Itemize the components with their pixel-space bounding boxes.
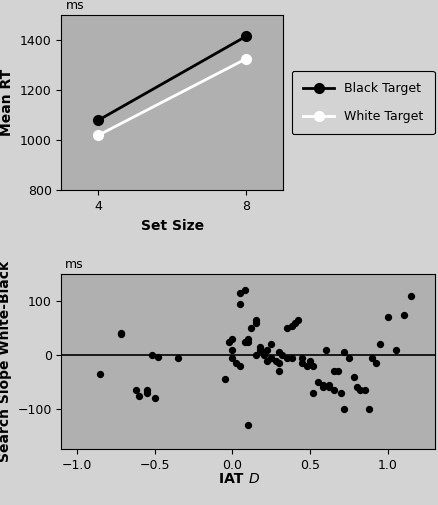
Point <box>229 354 236 362</box>
Point <box>256 346 263 354</box>
Point <box>293 316 300 324</box>
Point <box>321 346 328 354</box>
Point <box>329 367 336 375</box>
Point <box>117 328 124 336</box>
Point <box>263 357 270 365</box>
Point <box>290 319 297 327</box>
Point <box>275 367 282 375</box>
Line: Black Target: Black Target <box>93 31 250 125</box>
Point <box>263 346 270 354</box>
Point <box>259 348 266 357</box>
Text: $\mathit{D}$: $\mathit{D}$ <box>247 472 259 486</box>
Point <box>309 362 316 370</box>
Point <box>132 386 139 394</box>
Point <box>151 394 158 402</box>
Point <box>221 375 228 383</box>
Point <box>241 338 248 346</box>
Point <box>174 354 181 362</box>
White Target <box>95 132 101 138</box>
Point <box>252 316 259 324</box>
Point <box>252 351 259 359</box>
Point <box>229 335 236 343</box>
Point <box>229 346 236 354</box>
Point <box>256 343 263 351</box>
Point <box>232 359 239 367</box>
Point <box>283 324 290 332</box>
Point <box>244 421 251 429</box>
Point <box>278 351 285 359</box>
Point <box>334 367 341 375</box>
Point <box>365 405 372 413</box>
Point <box>407 292 414 300</box>
Point <box>244 338 251 346</box>
Point <box>360 386 367 394</box>
Point <box>391 346 398 354</box>
Point <box>236 289 243 297</box>
Point <box>325 381 332 389</box>
Point <box>259 351 266 359</box>
Black Target <box>95 117 101 123</box>
Point <box>376 340 383 348</box>
Point <box>267 354 274 362</box>
Black Target <box>243 33 248 39</box>
Point <box>340 405 347 413</box>
Point <box>314 378 321 386</box>
Point <box>309 389 316 397</box>
Point <box>384 314 391 322</box>
Point <box>236 300 243 308</box>
Point <box>329 386 336 394</box>
White Target <box>243 56 248 62</box>
Point <box>267 354 274 362</box>
Point <box>337 389 344 397</box>
Point <box>399 311 406 319</box>
Point <box>318 383 325 391</box>
Point <box>298 354 305 362</box>
Text: ms: ms <box>66 0 85 12</box>
Point <box>353 383 360 391</box>
Y-axis label: Mean RT: Mean RT <box>0 69 14 136</box>
Point <box>272 357 279 365</box>
Y-axis label: Search Slope White-Black: Search Slope White-Black <box>0 261 12 463</box>
X-axis label: Set Size: Set Size <box>140 219 203 232</box>
Point <box>97 370 104 378</box>
Line: White Target: White Target <box>93 54 250 140</box>
Point <box>117 330 124 338</box>
Point <box>226 338 233 346</box>
Point <box>306 357 313 365</box>
Point <box>325 383 332 391</box>
Point <box>154 352 161 361</box>
Point <box>371 359 378 367</box>
Text: IAT: IAT <box>218 472 247 486</box>
Point <box>143 389 150 397</box>
Point <box>303 362 310 370</box>
Legend: Black Target, White Target: Black Target, White Target <box>291 71 434 134</box>
Point <box>350 373 357 381</box>
Point <box>148 351 155 359</box>
Point <box>287 322 294 330</box>
Point <box>244 335 251 343</box>
Point <box>236 362 243 370</box>
Point <box>287 354 294 362</box>
Point <box>340 348 347 357</box>
Point <box>135 391 142 399</box>
Point <box>283 354 290 362</box>
Point <box>275 348 282 357</box>
Text: ms: ms <box>65 258 84 271</box>
Point <box>267 340 274 348</box>
Point <box>143 386 150 394</box>
Point <box>252 319 259 327</box>
Point <box>356 386 363 394</box>
Point <box>298 359 305 367</box>
Point <box>275 359 282 367</box>
Point <box>247 324 254 332</box>
Point <box>368 354 375 362</box>
Point <box>345 354 352 362</box>
Point <box>241 286 248 294</box>
Point <box>318 381 325 389</box>
